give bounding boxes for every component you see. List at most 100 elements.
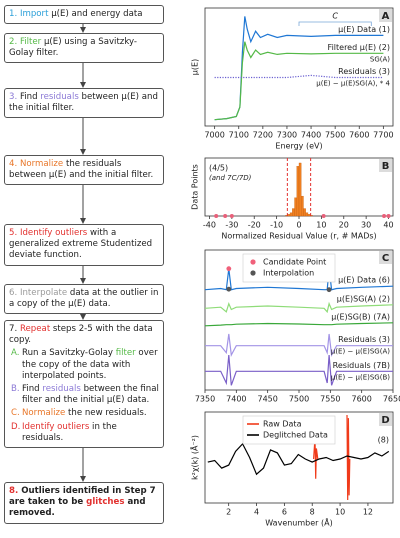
substep-a: A. Run a Savitzky-Golay filter over the c…: [9, 348, 159, 382]
series-label: Residuals (3): [338, 335, 390, 344]
histogram-bar: [292, 208, 295, 217]
step-number: 6.: [9, 288, 18, 298]
note: (4/5): [209, 164, 228, 173]
series-line: [204, 268, 394, 291]
histogram-bar: [296, 166, 300, 217]
legend-swatch: [250, 259, 256, 265]
substep-letter: C.: [11, 408, 20, 419]
x-tick-label: 7650: [383, 395, 400, 404]
legend-label: Interpolation: [263, 269, 314, 278]
x-tick-label: 7500: [289, 395, 309, 404]
step-8: 8. Outliers identified in Step 7 are tak…: [4, 482, 164, 524]
step-text: between μ(E) and the initial filter.: [9, 92, 158, 114]
step-3: 3. Find residuals between μ(E) and the i…: [4, 88, 164, 119]
keyword: Interpolate: [19, 288, 68, 298]
step-text: Outliers identified in Step 7 are taken …: [9, 486, 156, 508]
annotation-label: C: [332, 12, 338, 21]
step-number: 8.: [9, 486, 19, 496]
substep-d: D. Identify outliers in the residuals.: [9, 422, 159, 444]
x-tick-label: 30: [361, 221, 371, 230]
step-text: μ(E) using a Savitzky-Golay filter.: [9, 37, 138, 59]
x-tick-label: 4: [254, 508, 259, 517]
x-axis-label: Wavenumber (Å): [265, 517, 332, 528]
histogram-bar: [294, 197, 297, 217]
step-text: the residuals between μ(E) and the initi…: [9, 159, 154, 181]
keyword: Normalize: [22, 408, 66, 419]
outlier-point: [214, 214, 219, 218]
panel-letter: C: [382, 253, 389, 264]
panel-letter-box: [379, 9, 392, 22]
step-text: Run a Savitzky-Golay: [22, 348, 116, 359]
x-tick-label: 7600: [349, 131, 369, 140]
x-tick-label: -40: [203, 221, 216, 230]
step-7: 7. Repeat steps 2-5 with the data copy. …: [4, 320, 164, 449]
panel-letter: A: [382, 11, 390, 22]
x-axis-label: Normalized Residual Value (r, # MADs): [221, 232, 376, 241]
series-label: Filtered μ(E) (2): [328, 43, 390, 52]
x-tick-label: 0: [296, 221, 301, 230]
x-tick-label: 6: [282, 508, 287, 517]
x-tick-label: 8: [310, 508, 315, 517]
series-line: [207, 442, 390, 476]
x-tick-label: 7400: [226, 395, 246, 404]
histogram-bar: [301, 195, 304, 217]
point: [326, 287, 332, 293]
series-label: μ(E) Data (6): [338, 276, 390, 285]
keyword: residuals: [40, 92, 79, 102]
series-line: [204, 301, 394, 314]
keyword: glitches: [86, 497, 125, 508]
x-tick-label: 10: [335, 508, 345, 517]
x-tick-label: 7550: [320, 395, 340, 404]
x-tick-label: 7700: [373, 131, 393, 140]
x-tick-label: 40: [383, 221, 393, 230]
note: (and 7C/7D): [209, 174, 252, 182]
x-tick-label: 7350: [195, 395, 215, 404]
step-2: 2. Filter μ(E) using a Savitzky-Golay fi…: [4, 33, 164, 64]
histogram-bar: [307, 214, 311, 217]
step-text: in the residuals.: [22, 421, 117, 443]
panel-letter-box: [379, 251, 392, 264]
outlier-point: [229, 214, 234, 218]
y-axis-label: k²χ(k) (Å⁻²): [189, 435, 200, 480]
step-text: Find: [19, 92, 41, 102]
histogram-bar: [298, 162, 302, 217]
x-tick-label: 7200: [253, 131, 273, 140]
x-tick-label: 2: [226, 508, 231, 517]
legend-box: [242, 415, 336, 445]
series-label: Residuals (3): [338, 67, 390, 76]
point: [226, 286, 232, 292]
step-5: 5. Identify outliers with a generalized …: [4, 224, 164, 266]
legend-box: [242, 253, 336, 283]
step-4: 4. Normalize the residuals between μ(E) …: [4, 155, 164, 186]
histogram-bar: [303, 208, 306, 217]
keyword: filter: [115, 348, 136, 359]
step-1: 1. Import μ(E) and energy data: [4, 5, 164, 25]
step-text: between the final filter and the initial…: [22, 384, 159, 406]
series-sublabel: μ(E) − μ(E)SG(A): [331, 348, 390, 356]
outlier-point: [321, 214, 326, 218]
step-text: the new residuals.: [65, 408, 147, 419]
plot-frame: [204, 7, 394, 127]
step-number: 3.: [9, 92, 18, 102]
annotation-bracket: [298, 21, 372, 26]
keyword: Import: [19, 9, 49, 19]
outlier-point: [382, 214, 387, 218]
series-sublabel: μ(E) − μ(E)SG(B): [331, 373, 390, 381]
series-sublabel: μ(E) − μ(E)SG(A), * 4: [316, 80, 390, 88]
legend-label: Raw Data: [263, 420, 302, 429]
step-number: 2.: [9, 37, 18, 47]
step-text: data at the outlier in a copy of the μ(E…: [9, 288, 159, 310]
keyword: Normalize: [19, 159, 64, 169]
step-number: 1.: [9, 9, 18, 19]
step-text: Find: [22, 384, 43, 395]
step-text: μ(E) and energy data: [48, 9, 143, 19]
legend-label: Deglitched Data: [263, 431, 328, 440]
legend-swatch: [250, 270, 256, 276]
plot-frame: [204, 411, 394, 504]
outlier-point: [223, 214, 228, 218]
series-line: [313, 414, 351, 501]
substep-letter: D.: [11, 421, 21, 432]
keyword: residuals: [42, 384, 81, 395]
